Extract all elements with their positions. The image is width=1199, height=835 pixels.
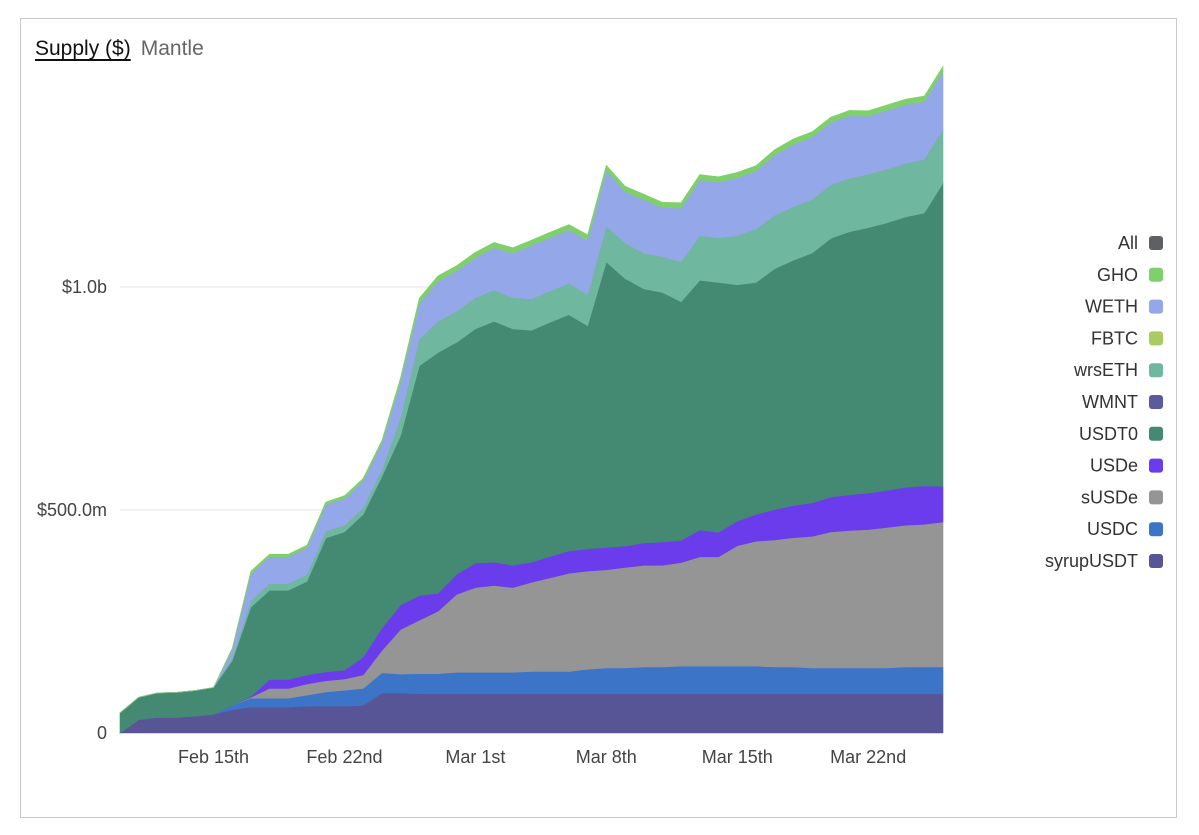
y-tick-label: 0 [97, 723, 107, 743]
legend-label-wmnt[interactable]: WMNT [1082, 392, 1138, 412]
legend-label-susde[interactable]: sUSDe [1081, 487, 1138, 507]
legend-label-wrseth[interactable]: wrsETH [1073, 360, 1138, 380]
legend-swatch-gho[interactable] [1149, 267, 1163, 282]
legend-swatch-fbtc[interactable] [1149, 331, 1163, 346]
x-tick-label: Mar 8th [576, 747, 637, 767]
legend-swatch-usdt0[interactable] [1149, 426, 1163, 441]
x-tick-label: Feb 15th [178, 747, 249, 767]
chart-title[interactable]: Supply ($) [35, 37, 131, 60]
x-tick-label: Mar 15th [702, 747, 773, 767]
area-series-gho[interactable] [119, 65, 944, 714]
legend-swatch-all[interactable] [1149, 236, 1163, 250]
legend-swatch-usdc[interactable] [1149, 522, 1163, 537]
legend-swatch-wmnt[interactable] [1149, 395, 1163, 409]
y-tick-label: $1.0b [62, 277, 107, 297]
y-tick-label: $500.0m [37, 500, 107, 520]
x-tick-label: Feb 22nd [306, 747, 382, 767]
legend-label-gho[interactable]: GHO [1097, 265, 1138, 285]
legend-label-all[interactable]: All [1118, 233, 1138, 253]
legend-swatch-susde[interactable] [1149, 490, 1163, 505]
legend-label-fbtc[interactable]: FBTC [1091, 328, 1138, 348]
legend-label-usde[interactable]: USDe [1090, 456, 1138, 476]
x-tick-label: Mar 1st [445, 747, 505, 767]
legend-swatch-usde[interactable] [1149, 458, 1163, 473]
legend-label-syrupusdt[interactable]: syrupUSDT [1045, 551, 1138, 571]
legend-label-usdc[interactable]: USDC [1087, 519, 1138, 539]
legend-swatch-weth[interactable] [1149, 299, 1163, 314]
legend-label-weth[interactable]: WETH [1085, 297, 1138, 317]
x-tick-label: Mar 22nd [830, 747, 906, 767]
chart-subtitle: Mantle [140, 37, 204, 60]
legend-swatch-syrupusdt[interactable] [1149, 554, 1163, 568]
chart-header: Supply ($) Mantle [35, 37, 204, 61]
legend-label-usdt0[interactable]: USDT0 [1079, 424, 1138, 444]
legend-swatch-wrseth[interactable] [1149, 363, 1163, 378]
